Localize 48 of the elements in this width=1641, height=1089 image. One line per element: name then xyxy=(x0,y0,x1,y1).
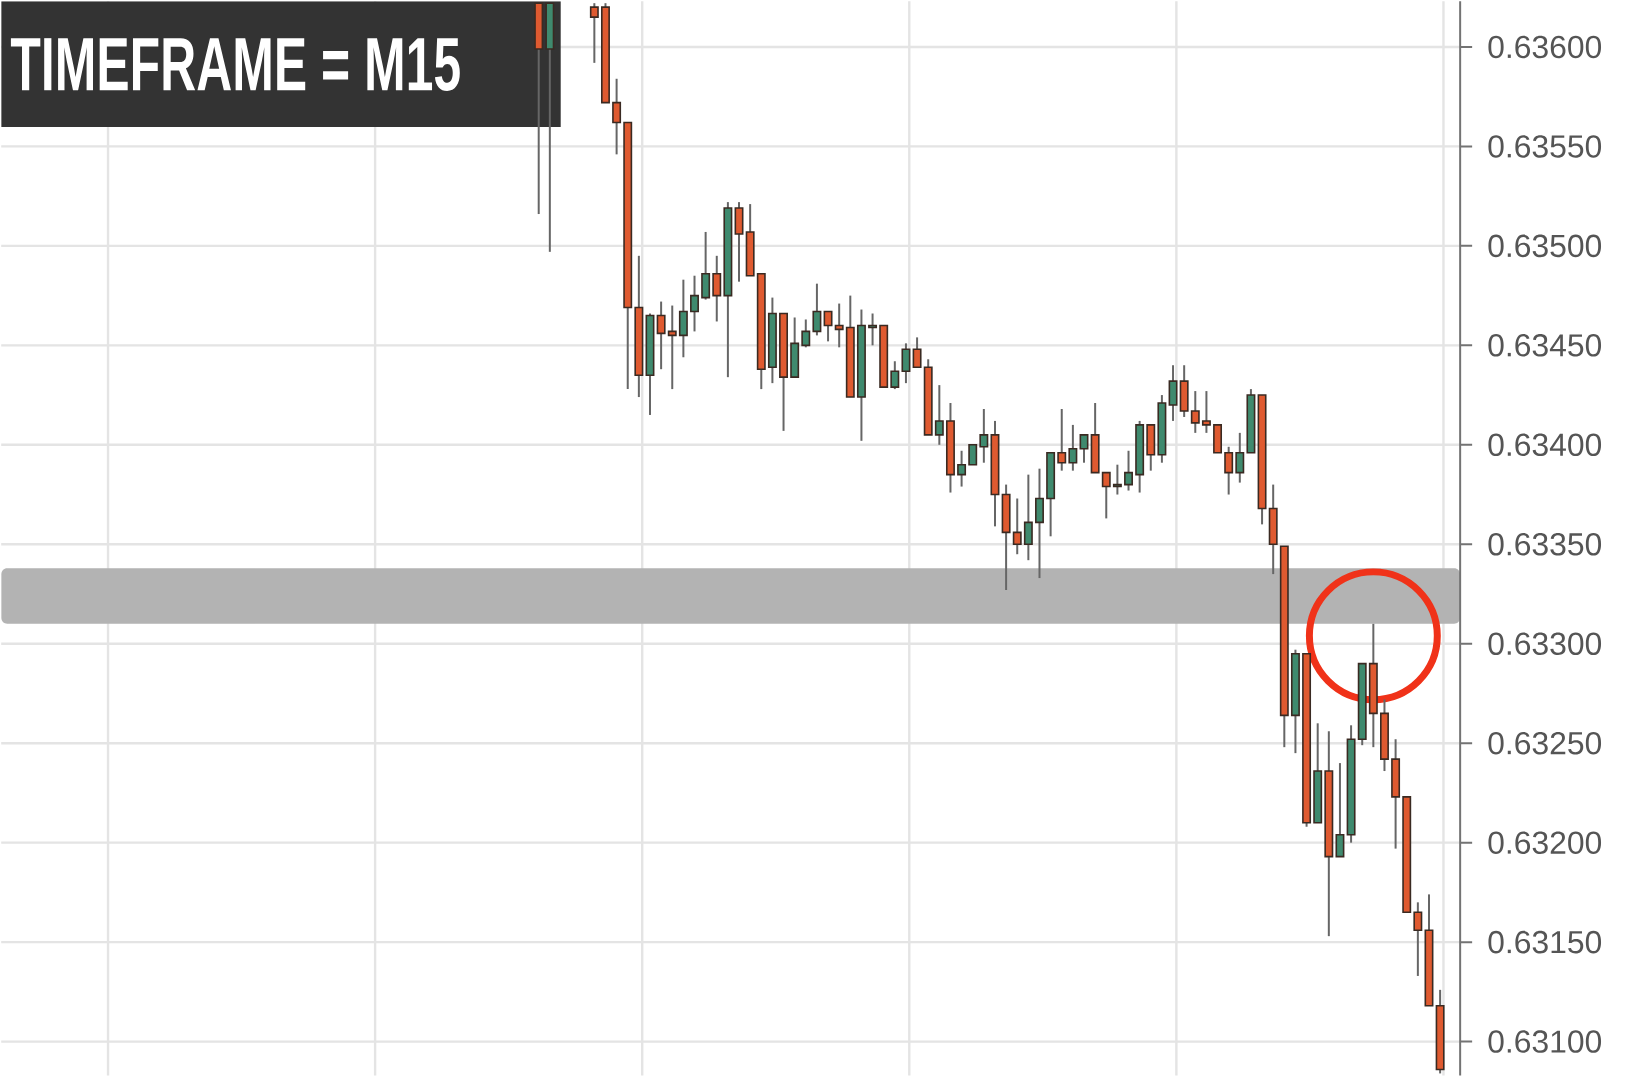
candlestick xyxy=(890,360,900,391)
candlestick xyxy=(1335,762,1345,858)
candlestick xyxy=(1101,471,1111,520)
y-tick-label: 0.63350 xyxy=(1488,532,1602,556)
candlestick xyxy=(979,407,989,464)
candlestick xyxy=(1224,445,1234,496)
candlestick xyxy=(656,300,666,371)
candlestick xyxy=(1413,901,1423,977)
y-tick-label: 0.63300 xyxy=(1488,632,1602,655)
y-tick-label: 0.63550 xyxy=(1488,135,1602,158)
candlestick xyxy=(1190,390,1200,434)
candlestick xyxy=(868,312,878,347)
candlestick xyxy=(1057,407,1067,472)
y-tick-label: 0.63150 xyxy=(1488,930,1602,954)
candlestick xyxy=(1124,449,1133,492)
y-tick-label: 0.63250 xyxy=(1488,731,1602,755)
candlestick xyxy=(1023,473,1033,562)
candlestick xyxy=(667,304,677,391)
y-tick-label: 0.63200 xyxy=(1488,831,1602,854)
candlestick xyxy=(1068,423,1078,472)
candlestick xyxy=(1079,433,1089,464)
candlestick xyxy=(1112,463,1122,496)
candlestick xyxy=(812,282,822,337)
y-tick-label: 0.63500 xyxy=(1488,234,1602,258)
candlestick xyxy=(589,2,599,64)
candlestick xyxy=(678,278,688,359)
candlestick xyxy=(612,77,622,156)
candlestick xyxy=(1168,364,1178,422)
candlestick xyxy=(834,302,844,349)
candlestick xyxy=(934,384,944,446)
candlestick xyxy=(801,318,811,349)
candlestick xyxy=(712,254,722,323)
chart-title: TIMEFRAME = M15 xyxy=(10,38,460,91)
y-tick-label: 0.63100 xyxy=(1488,1030,1602,1053)
candlestick xyxy=(901,342,911,385)
candlestick xyxy=(823,310,833,343)
candlestick xyxy=(1201,390,1211,434)
y-tick-label: 0.63450 xyxy=(1488,334,1602,357)
candlestick xyxy=(968,443,978,466)
candlestick xyxy=(690,274,699,333)
y-tick-label: 0.63600 xyxy=(1488,35,1602,59)
y-tick-label: 0.63400 xyxy=(1488,433,1602,457)
candlestick xyxy=(957,449,967,488)
candlestick xyxy=(912,336,922,369)
candlestick xyxy=(1235,431,1245,484)
candlestick xyxy=(701,230,711,301)
candlestick xyxy=(1012,497,1022,556)
candlestick xyxy=(1035,467,1044,580)
